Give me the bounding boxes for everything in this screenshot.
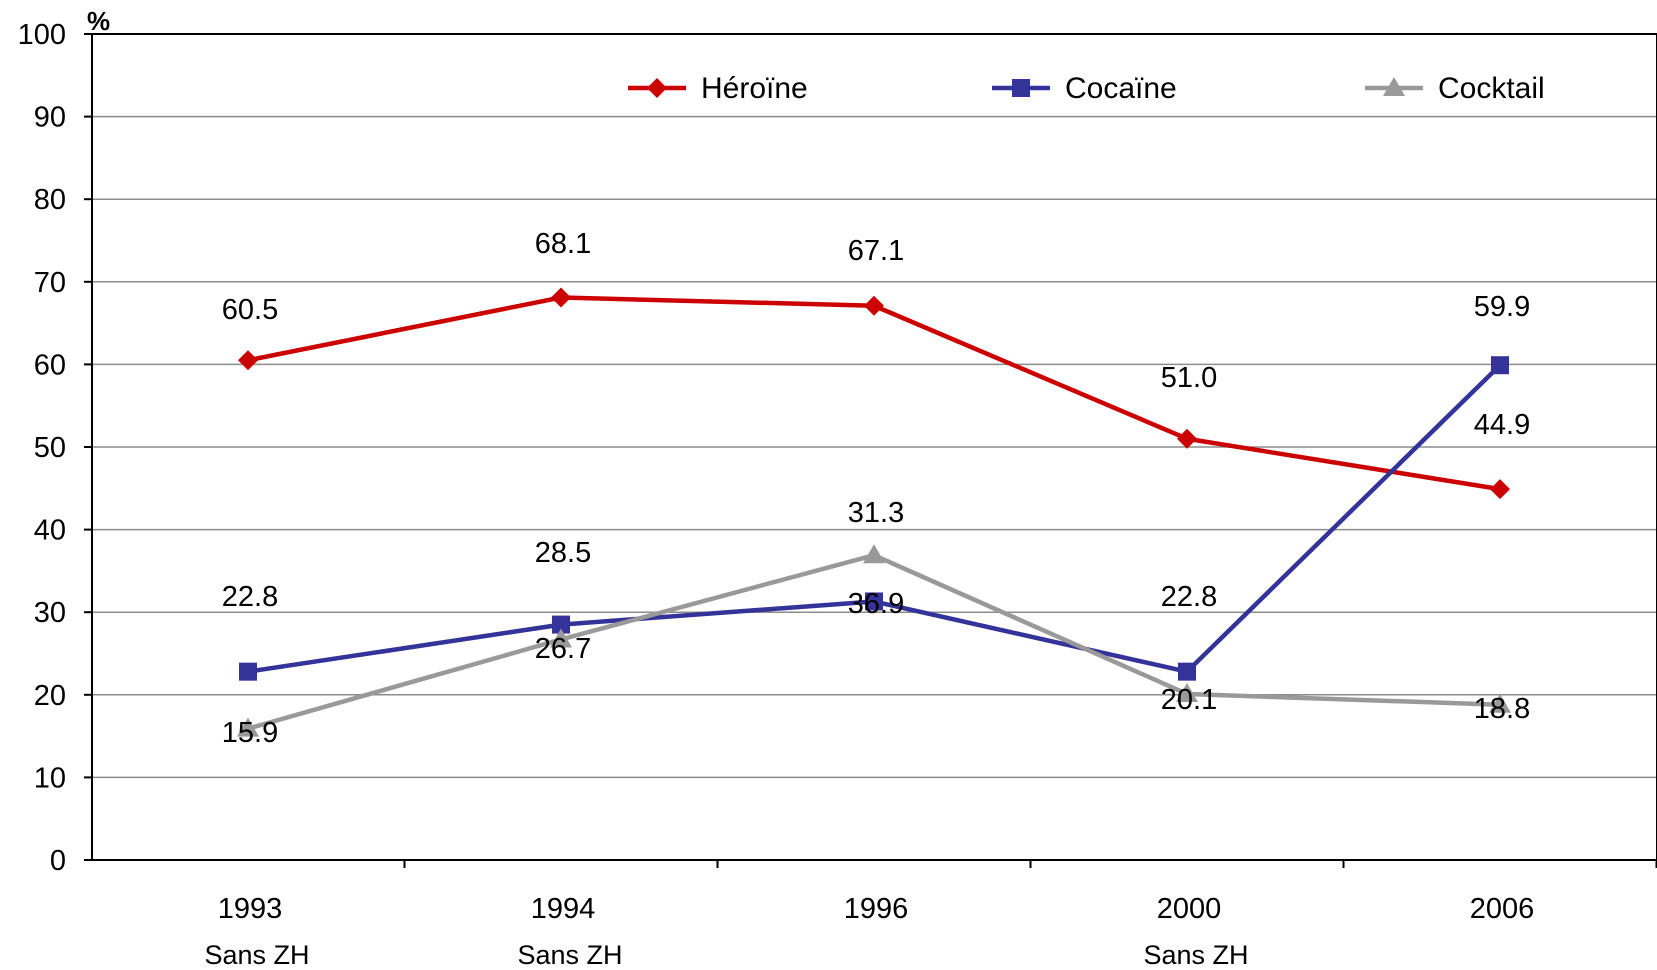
legend-item: Héroïne	[628, 72, 808, 105]
data-label: 60.5	[222, 294, 278, 326]
y-tick-label: 20	[34, 680, 66, 712]
data-point-diamond	[238, 350, 258, 371]
series-layer	[237, 287, 1511, 737]
data-point-square	[552, 615, 570, 634]
y-tick-label: 70	[34, 267, 66, 299]
x-tick-label: 2006	[1470, 893, 1535, 925]
data-label: 59.9	[1474, 291, 1530, 323]
data-point-square	[1491, 356, 1509, 375]
legend-marker-triangle	[1383, 77, 1405, 96]
y-tick-label: 0	[50, 845, 66, 877]
legend-label: Cocktail	[1438, 72, 1545, 105]
data-point-square	[865, 592, 883, 611]
y-tick-label: 60	[34, 349, 66, 381]
y-tick-label: 100	[18, 19, 66, 51]
gridlines	[92, 115, 1657, 779]
legend-item: Cocktail	[1365, 72, 1545, 105]
x-tick-sublabel: Sans ZH	[204, 940, 309, 970]
legend-label: Héroïne	[701, 72, 808, 105]
data-label: 68.1	[535, 228, 591, 260]
data-label: 36.9	[848, 588, 904, 620]
data-label: 67.1	[848, 235, 904, 267]
data-label: 31.3	[848, 497, 904, 529]
data-labels: 60.5 68.1 67.1 51.0 44.9 22.8 28.5 36.9 22.8 59.9…	[222, 228, 1530, 749]
data-point-triangle	[1489, 693, 1511, 713]
x-tick-sublabel: Sans ZH	[1143, 940, 1248, 970]
y-tick-label: 10	[34, 762, 66, 794]
data-label: 22.8	[1161, 581, 1217, 613]
data-label: 15.9	[222, 717, 278, 749]
legend-item: Cocaïne	[992, 72, 1177, 105]
legend: Héroïne Cocaïne Cocktail	[628, 72, 1545, 105]
data-point-diamond	[1490, 479, 1510, 500]
y-unit-label: %	[87, 6, 110, 36]
legend-marker-square	[1012, 79, 1030, 97]
data-point-diamond	[551, 287, 571, 308]
x-tick-label: 1996	[844, 893, 909, 925]
x-tick-label: 1993	[218, 893, 283, 925]
data-point-diamond	[1177, 428, 1197, 449]
data-point-square	[239, 662, 257, 681]
x-tick-label: 1994	[531, 893, 596, 925]
data-point-triangle	[550, 628, 572, 648]
data-label: 28.5	[535, 537, 591, 569]
data-point-square	[1178, 662, 1196, 681]
data-label: 20.1	[1161, 684, 1217, 716]
legend-marker-diamond	[647, 78, 667, 98]
y-tick-label: 80	[34, 184, 66, 216]
data-label: 44.9	[1474, 409, 1530, 441]
data-label: 18.8	[1474, 693, 1530, 725]
legend-label: Cocaïne	[1065, 72, 1177, 105]
y-tick-label: 40	[34, 515, 66, 547]
data-label: 22.8	[222, 581, 278, 613]
data-point-triangle	[863, 544, 885, 564]
data-point-triangle	[237, 717, 259, 737]
series-line-diamond	[247, 295, 1501, 492]
y-tick-label: 50	[34, 432, 66, 464]
x-tick-sublabel: Sans ZH	[517, 940, 622, 970]
data-point-diamond	[864, 295, 884, 316]
data-label: 51.0	[1161, 362, 1217, 394]
data-label: 26.7	[535, 633, 591, 665]
axes: 0 10 20 30 40 50 60 70 80 90 100 1993 Sans ZH 1994 San…	[18, 19, 1657, 970]
data-point-triangle	[1176, 682, 1198, 702]
y-tick-label: 90	[34, 102, 66, 134]
x-tick-label: 2000	[1157, 893, 1222, 925]
y-tick-label: 30	[34, 597, 66, 629]
